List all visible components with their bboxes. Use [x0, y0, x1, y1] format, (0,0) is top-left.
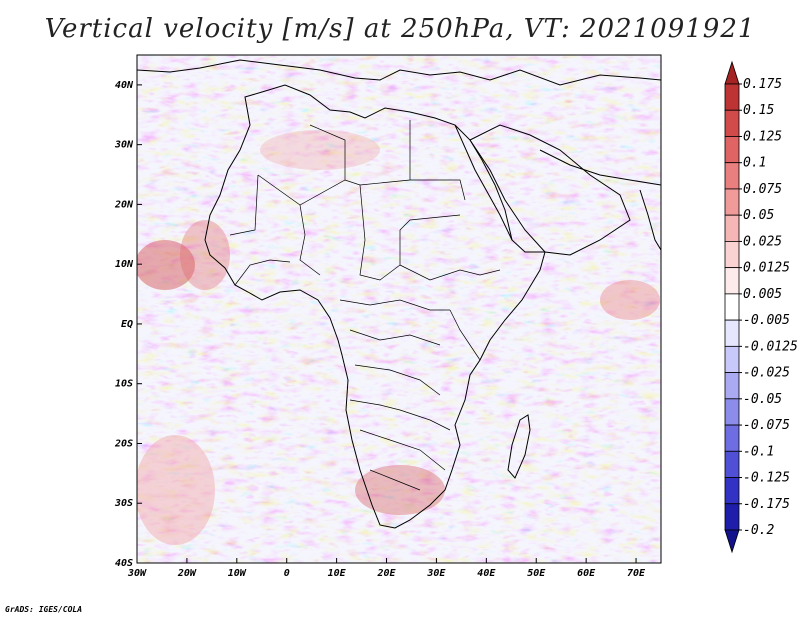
y-tick-label: EQ — [121, 319, 133, 330]
x-tick-label: 20W — [177, 568, 197, 579]
colorbar-swatch — [724, 319, 740, 347]
colorbar-bottom-arrow — [724, 529, 740, 554]
colorbar-swatch — [724, 136, 740, 164]
colorbar-swatch — [724, 398, 740, 426]
colorbar-swatch — [724, 214, 740, 242]
x-tick-label: 70E — [627, 568, 646, 579]
colorbar-label: 0.175 — [743, 77, 782, 92]
colorbar-label: 0.1 — [743, 156, 766, 171]
colorbar-label: -0.175 — [743, 497, 790, 512]
colorbar-swatch — [724, 293, 740, 321]
colorbar-label: -0.05 — [743, 392, 782, 407]
y-tick-label: 10N — [115, 259, 134, 270]
x-tick-label: 20E — [376, 568, 396, 579]
y-tick-label: 30N — [114, 140, 134, 151]
coastlines — [137, 59, 661, 529]
colorbar-label: -0.075 — [743, 418, 790, 433]
colorbar-swatch — [724, 162, 740, 190]
colorbar-label: -0.0125 — [743, 339, 798, 354]
y-axis: 40N 30N 20N 10N EQ 10S 20S 30S 40S — [114, 80, 142, 569]
colorbar-label: -0.125 — [743, 471, 790, 486]
y-tick-label: 20S — [114, 438, 133, 449]
colorbar-swatch — [724, 267, 740, 295]
colorbar-swatch — [724, 450, 740, 478]
x-tick-label: 30W — [127, 568, 147, 579]
colorbar-label: 0.0125 — [743, 261, 790, 276]
x-tick-label: 10E — [328, 568, 347, 579]
x-axis: 30W 20W 10W 0 10E 20E 30E 40E 50E 60E 70E — [127, 558, 646, 579]
colorbar-label: -0.005 — [743, 313, 790, 328]
colorbar-label: -0.2 — [743, 523, 774, 538]
plot-frame — [136, 54, 662, 564]
colorbar-label: 0.075 — [743, 182, 782, 197]
y-tick-label: 10S — [115, 379, 133, 390]
colorbar-swatch — [724, 503, 740, 531]
colorbar-label: 0.025 — [743, 234, 782, 249]
x-tick-label: 40E — [477, 568, 496, 579]
colorbar-label: -0.1 — [743, 444, 774, 459]
colorbar-label: 0.125 — [743, 129, 782, 144]
colorbar-swatch — [724, 345, 740, 373]
y-tick-label: 20N — [114, 199, 134, 210]
colorbar-swatch — [724, 241, 740, 269]
colorbar-swatch — [724, 109, 740, 137]
colorbar-label: 0.15 — [743, 103, 774, 118]
colorbar-label: -0.025 — [743, 366, 790, 381]
country-borders — [229, 120, 501, 491]
colorbar-label: 0.05 — [743, 208, 774, 223]
colorbar-label: 0.005 — [743, 287, 782, 302]
colorbar-top-arrow — [724, 60, 740, 85]
x-tick-label: 0 — [284, 568, 290, 579]
credit-label: GrADS: IGES/COLA — [5, 605, 83, 614]
colorbar-swatch — [724, 188, 740, 216]
colorbar-swatch — [724, 424, 740, 452]
vertical-velocity-field — [137, 55, 661, 563]
map-title: Vertical velocity [m/s] at 250hPa, VT: 2… — [44, 14, 756, 44]
x-tick-label: 50E — [527, 568, 546, 579]
colorbar: 0.175 0.15 0.125 0.1 0.075 0.05 0.025 0.0125 0.0… — [724, 60, 798, 554]
x-tick-label: 30E — [426, 568, 446, 579]
colorbar-swatch — [724, 372, 740, 400]
y-tick-label: 40N — [115, 80, 134, 91]
x-tick-label: 10W — [228, 568, 247, 579]
colorbar-swatch — [724, 83, 740, 111]
colorbar-swatch — [724, 477, 740, 505]
y-tick-label: 40S — [115, 558, 133, 569]
x-tick-label: 60E — [577, 568, 596, 579]
y-tick-label: 30S — [114, 498, 133, 509]
